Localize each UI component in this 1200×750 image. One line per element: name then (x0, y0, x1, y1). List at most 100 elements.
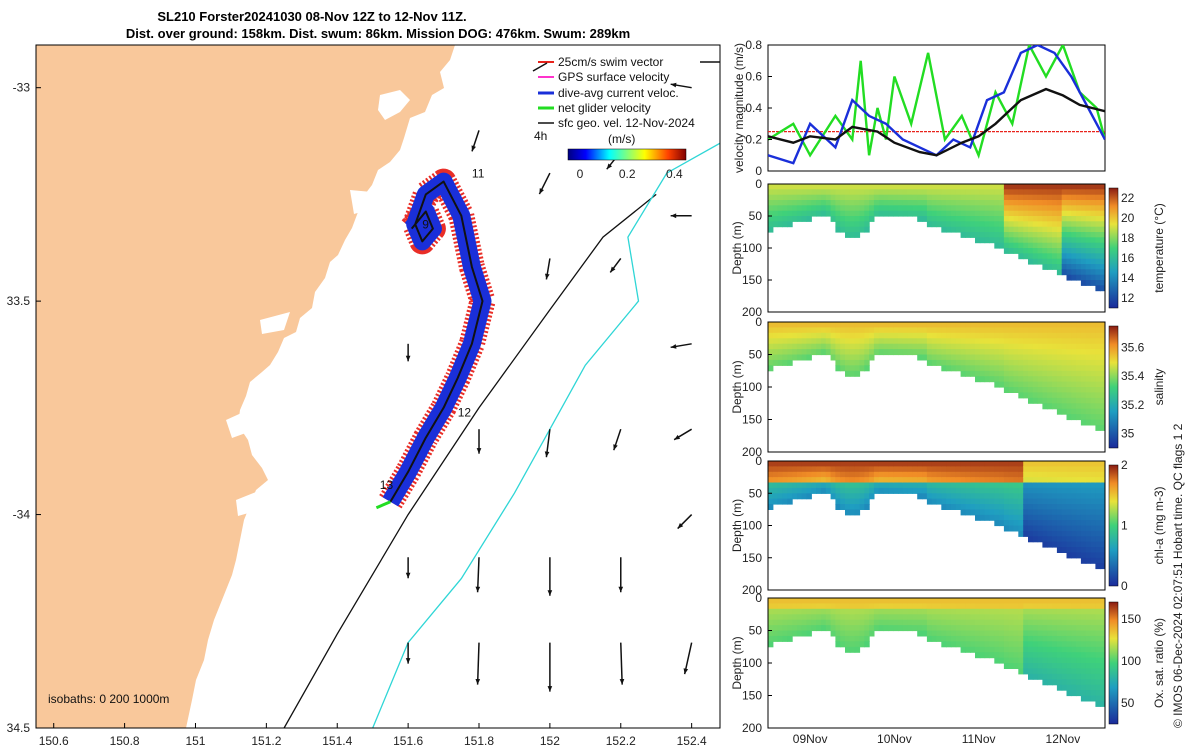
track-time-labels: 11 9 12 13 (380, 166, 485, 492)
map-ytick-1: 33.5 (7, 294, 31, 308)
geo-vector-21 (538, 172, 551, 195)
section-salinity-ctick-1: 35.2 (1121, 398, 1145, 412)
lake-1 (378, 90, 410, 120)
map-xtick-0: 150.6 (39, 734, 69, 748)
geo-vector-10 (475, 642, 481, 685)
track-label-2: 12 (458, 405, 472, 419)
section-salinity-ytick-1: 50 (749, 348, 763, 362)
legend-25cm-arrow (532, 62, 548, 72)
map-xtick-4: 151.4 (322, 734, 352, 748)
section-salinity: 0 50 100 150 200 Depth (m) 35 35.2 35.4 35.6 salin… (730, 315, 1166, 459)
section-oxygen-ylabel: Depth (m) (730, 636, 744, 689)
map-xtick-8: 152.2 (606, 734, 636, 748)
map-xtick-7: 152 (540, 734, 560, 748)
geo-vector-11 (547, 642, 553, 692)
map-y-ticks: -33 33.5 -34 34.5 (7, 81, 41, 735)
section-cells-salinity (768, 322, 1105, 431)
glider-track (375, 168, 496, 510)
section-oxygen-ytick-3: 150 (742, 689, 762, 703)
section-temperature-ylabel: Depth (m) (730, 221, 744, 274)
section-chl-a-ctick-0: 0 (1121, 579, 1128, 593)
section-salinity-colorbar (1108, 325, 1119, 449)
geo-vector-17 (673, 428, 693, 441)
section-salinity-ctick-3: 35.6 (1121, 341, 1145, 355)
velocity-series-2 (768, 45, 1105, 165)
legend-label-4: sfc geo. vel. 12-Nov-2024 (558, 116, 695, 130)
geo-vector-20 (471, 130, 480, 152)
map-legend: 25cm/s swim vector GPS surface velocity … (532, 55, 720, 181)
geo-vector-9 (405, 642, 411, 664)
section-temperature-clabel: temperature (°C) (1152, 203, 1166, 293)
velocity-ylabel: velocity magnitude (m/s) (732, 43, 746, 173)
velocity-ytick-1: 0.2 (745, 133, 762, 147)
section-chl-a-ytick-0: 0 (755, 454, 762, 468)
section-cells-oxygen (768, 598, 1105, 707)
section-chl-a-ytick-4: 200 (742, 583, 762, 597)
geo-vector-3 (613, 428, 622, 451)
section-temperature-ctick-4: 20 (1121, 211, 1135, 225)
section-cells-temperature (768, 184, 1105, 292)
section-chl-a-clabel: chl-a (mg m-3) (1152, 486, 1166, 564)
velocity-series-3 (768, 87, 1105, 157)
velocity-ytick-2: 0.4 (745, 101, 762, 115)
section-salinity-clabel: salinity (1152, 369, 1166, 406)
section-oxygen-ctick-1: 100 (1121, 654, 1141, 668)
section-salinity-ctick-2: 35.4 (1121, 369, 1145, 383)
geo-vector-19 (670, 82, 692, 89)
map-colorbar-tick-1: 0.2 (619, 167, 636, 181)
legend-swim-vector: 25cm/s swim vector (532, 55, 663, 72)
map-x-ticks: 150.6 150.8 151 151.2 151.4 151.6 151.8 152 152.… (39, 723, 707, 748)
section-chl-a-ctick-1: 1 (1121, 519, 1128, 533)
section-salinity-ytick-4: 200 (742, 445, 762, 459)
time-tick-0: 09Nov (793, 732, 828, 746)
section-chl-a: 0 50 100 150 200 Depth (m) 0 1 2 chl-a (mg m-3) (730, 454, 1166, 597)
map-colorbar (567, 148, 687, 161)
colorbar-unit: (m/s) (608, 132, 635, 146)
time-tick-2: 11Nov (962, 732, 996, 746)
velocity-ytick-0: 0 (755, 164, 762, 178)
map-frame (35, 44, 721, 729)
legend-net: net glider velocity (538, 101, 651, 115)
coastline-land (36, 45, 455, 728)
geo-vector-14 (544, 258, 551, 280)
section-temperature-ytick-2: 100 (742, 241, 762, 255)
geo-vector-2 (544, 429, 551, 458)
velocity-series (768, 45, 1105, 165)
estuary-3 (236, 492, 256, 516)
geo-vector-6 (547, 557, 553, 596)
section-oxygen-colorbar (1108, 601, 1119, 725)
track-label-0: 11 (472, 166, 485, 180)
legend-gps: GPS surface velocity (538, 70, 669, 84)
time-tick-1: 10Nov (877, 732, 912, 746)
map-ytick-3: 34.5 (7, 721, 31, 735)
map-colorbar-tick-0: 0 (577, 167, 584, 181)
velocity-ytick-4: 0.8 (745, 38, 762, 52)
estuary-2 (226, 410, 254, 438)
section-salinity-ylabel: Depth (m) (730, 360, 744, 413)
section-chl-a-ylabel: Depth (m) (730, 499, 744, 552)
section-temperature-colorbar (1108, 187, 1119, 309)
section-salinity-ytick-2: 100 (742, 380, 762, 394)
section-salinity-ctick-0: 35 (1121, 427, 1135, 441)
time-axis: 09Nov 10Nov 11Nov 12Nov (793, 732, 1080, 746)
map-xtick-5: 151.6 (393, 734, 423, 748)
section-temperature-ytick-4: 200 (742, 305, 762, 319)
section-temperature-ctick-5: 22 (1121, 191, 1135, 205)
copyright-text: © IMOS 06-Dec-2024 02:07:51 Hobart time.… (1171, 423, 1185, 728)
map-ytick-2: -34 (13, 508, 31, 522)
section-salinity-ytick-0: 0 (755, 315, 762, 329)
section-cells-chl-a (768, 461, 1105, 570)
legend-label-2: dive-avg current veloc. (558, 86, 679, 100)
section-oxygen-ytick-1: 50 (749, 624, 763, 638)
map-panel: 11 9 12 13 150.6 150.8 151 151.2 151.4 151.6 151.… (7, 44, 721, 748)
section-chl-a-colorbar (1108, 464, 1119, 587)
geo-vector-1 (476, 429, 482, 454)
geo-vector-12 (619, 642, 625, 685)
geo-vector-8 (677, 514, 693, 530)
section-oxygen-ytick-4: 200 (742, 721, 762, 735)
map-xtick-9: 152.4 (677, 734, 707, 748)
section-chl-a-ytick-2: 100 (742, 519, 762, 533)
legend-time-label: 4h (534, 129, 547, 143)
